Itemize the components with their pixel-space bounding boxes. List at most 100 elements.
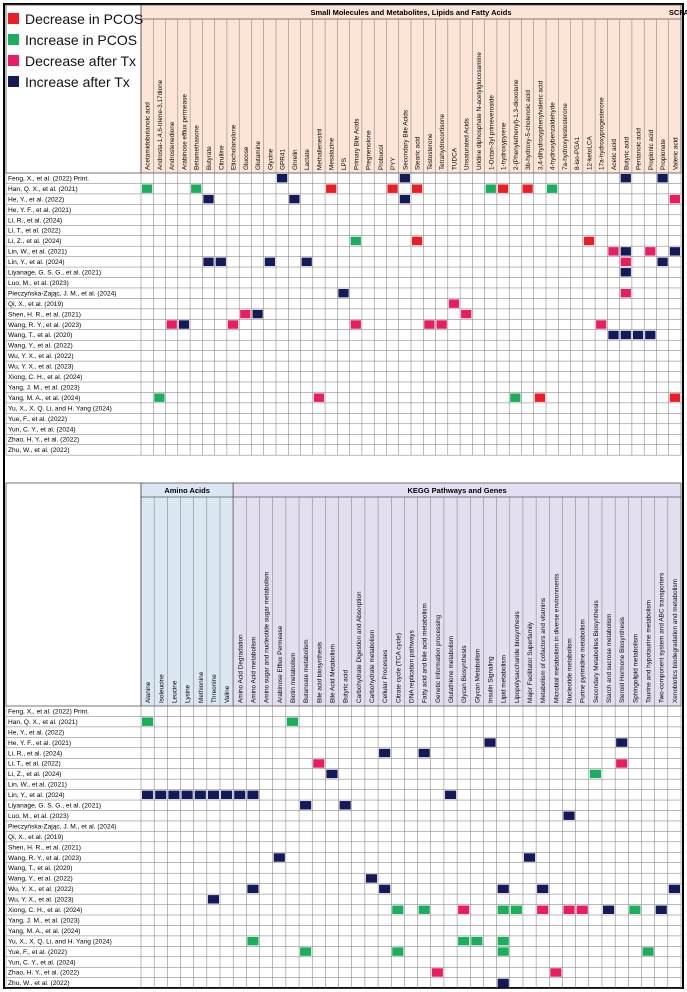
row-label-wu-y-x-et-al-2023: Wu, Y. X., et al. (2023) xyxy=(8,897,74,904)
heatmap-cell-r8-c0 xyxy=(142,790,154,800)
heatmap-cell-r8-c39 xyxy=(620,257,631,267)
column-label-glycine: Glycine xyxy=(267,148,274,170)
heatmap-cell-r10-c32 xyxy=(563,811,575,820)
column-label-microbial-metabolism-in-diverse-environm: Microbial metabolism in diverse environm… xyxy=(553,574,560,703)
study-header-box xyxy=(5,482,142,707)
row-label-wang-y-et-al-2022: Wang, Y., et al. (2022) xyxy=(8,876,73,883)
heatmap-bottom-panel: Amino Acids KEGG Pathways and Genes Alanin… xyxy=(5,482,682,989)
column-label-genetic-information-processing: Genetic information processing xyxy=(435,614,442,703)
column-label-ghrelin: Ghrelin xyxy=(292,149,299,170)
row-label-shen-h-r-et-al-2021: Shen, H. R., et al. (2021) xyxy=(8,311,81,318)
heatmap-cell-r7-c43 xyxy=(669,247,680,256)
heatmap-cell-r21-c30 xyxy=(510,393,521,402)
column-label-purine-pyrimidine-metabolism: Purine pyrimidine metabolism xyxy=(580,619,587,703)
heatmap-cell-r3-c26 xyxy=(484,738,496,747)
row-label-wu-y-x-et-al-2022: Wu, Y. X., et al. (2022) xyxy=(8,353,74,360)
column-label-uridine-diphosphate-n-acetylglucosamine: Uridine diphosphate N-acetylglucosamine xyxy=(476,52,483,170)
heatmap-cell-r17-c30 xyxy=(537,884,549,894)
column-label-lipid-metabolism: Lipid metabolism xyxy=(501,655,508,703)
heatmap-cell-r22-c27 xyxy=(497,936,509,946)
column-label-primary-bile-acids: Primary Bile Acids xyxy=(353,119,360,171)
column-label-amino-acid-metabolism: Amino Acid metabolism xyxy=(250,637,257,703)
row-label-li-z-et-al-2024: Li, Z., et al. (2024) xyxy=(8,238,62,245)
row-label-liyanage-g-s-g-et-al-2021: Liyanage, G. S. G., et al. (2021) xyxy=(8,803,101,810)
heatmap-cell-r1-c11 xyxy=(286,717,299,726)
heatmap-cell-r13-c9 xyxy=(252,309,263,319)
heatmap-cell-r22-c25 xyxy=(471,936,483,946)
row-label-lin-w-et-al-2021: Lin, W., et al. (2021) xyxy=(8,782,67,789)
heatmap-cell-r2-c43 xyxy=(669,194,680,204)
group-label: SCFAs xyxy=(669,8,687,17)
heatmap-cell-r19-c39 xyxy=(655,905,667,914)
row-label-qi-x-et-al-2019: Qi, X., et al. (2019) xyxy=(8,834,63,841)
column-label-insulin-signaling: Insulin Signaling xyxy=(488,656,495,703)
column-label-acetic-acid: Acetic acid xyxy=(611,139,618,170)
heatmap-cell-r19-c30 xyxy=(537,905,549,914)
row-label-liyanage-g-s-g-et-al-2021: Liyanage, G. S. G., et al. (2021) xyxy=(8,270,101,277)
row-label-lin-y-et-al-2024: Lin, Y., et al. (2024) xyxy=(8,259,65,266)
column-label-sphingolipid-metabolism: Sphingolipid metabolism xyxy=(632,634,639,703)
column-label-glutamine: Glutamine xyxy=(255,140,262,170)
heatmap-cell-r6-c36 xyxy=(583,236,595,246)
heatmap-cell-r14-c24 xyxy=(436,320,447,329)
column-label-lps: LPS xyxy=(341,158,348,170)
column-label-tudca: TUDCA xyxy=(451,147,458,170)
row-label-yang-j-m-et-al-2023: Yang, J. M., et al. (2023) xyxy=(8,384,80,391)
column-label-17a-hydroxyprogesterone: 17a-hydroxyprogesterone xyxy=(599,97,606,170)
heatmap-cell-r12-c25 xyxy=(448,299,460,308)
heatmap-cell-r16-c17 xyxy=(365,874,378,883)
heatmap-cell-r1-c22 xyxy=(412,184,423,193)
column-label-betamethasone: Betamethasone xyxy=(194,125,201,170)
legend: Decrease in PCOS Increase in PCOS Decrea… xyxy=(8,8,143,92)
column-label-major-facilitator-superfamily: Major Facilitator Superfamily xyxy=(527,621,534,703)
heatmap-cell-r1-c20 xyxy=(387,184,398,193)
heatmap-cell-r0-c42 xyxy=(657,174,668,183)
column-label-glucose: Glucose xyxy=(243,146,250,170)
heatmap-cell-r8-c3 xyxy=(181,790,193,800)
heatmap-cell-r2-c12 xyxy=(289,194,300,204)
group-label: Small Molecules and Metabolites, Lipids … xyxy=(310,8,511,17)
column-label-stearic-acid: Stearic acid xyxy=(415,136,422,170)
row-label-yang-m-a-et-al-2024: Yang, M. A., et al. (2024) xyxy=(8,928,80,935)
column-label-1-octan-3yl-primeveroside: 1-Octan-3yl primeveroside xyxy=(488,95,495,170)
column-label-3b-hydroxy-5-cholenoic-acid: 3b-hydroxy-5-cholenoic acid xyxy=(525,90,532,170)
row-label-wang-t-et-al-2020: Wang, T., et al. (2020) xyxy=(8,865,73,872)
heatmap-cell-r1-c33 xyxy=(547,184,558,193)
heatmap-cell-r15-c41 xyxy=(645,330,656,340)
column-label-gpr41: GPR41 xyxy=(280,149,287,170)
heatmap-cell-r8-c5 xyxy=(203,257,214,267)
heatmap-top-panel: Small Molecules and Metabolites, Lipids … xyxy=(5,4,687,456)
group-label: Amino Acids xyxy=(164,486,210,495)
heatmap-cell-r14-c29 xyxy=(523,853,536,862)
column-label-leucine: Leucine xyxy=(171,680,178,703)
column-label-isoleucine: Isoleucine xyxy=(158,674,165,703)
column-label-valeric-acid: Valeric acid xyxy=(672,137,679,170)
column-label-unsaturated-acids: Unsaturated Acids xyxy=(464,118,471,170)
heatmap-cell-r22-c8 xyxy=(247,936,259,946)
heatmap-cell-r21-c32 xyxy=(534,393,545,402)
column-label-butanoate-metabolism: Butanoate metabolism xyxy=(303,639,310,703)
heatmap-cell-r8-c8 xyxy=(247,790,259,800)
column-label-secondary-metabolites-biosynthesis: Secondary Metabolites Biosynthesis xyxy=(593,600,600,703)
heatmap-cell-r23-c27 xyxy=(497,947,509,956)
heatmap-cell-r7-c38 xyxy=(608,247,619,256)
row-label-wang-y-et-al-2022: Wang, Y., et al. (2022) xyxy=(8,343,73,350)
heatmap-cell-r1-c0 xyxy=(142,184,153,193)
heatmap-cell-r19-c19 xyxy=(392,905,404,914)
column-label-carbohydrate-digestion-and-absorption: Carbohydrate Digestion and Absorption xyxy=(356,591,363,703)
legend-label: Increase in PCOS xyxy=(25,31,138,48)
row-label-feng-x-et-al-2022-print: Feng, X., et al. (2022) Print. xyxy=(8,175,89,182)
column-label-pentanoic-acid: Pentanoic acid xyxy=(636,128,643,170)
heatmap-cell-r6-c14 xyxy=(326,769,338,779)
heatmap-cell-r25-c31 xyxy=(550,968,562,977)
legend-label: Decrease after Tx xyxy=(25,52,137,69)
heatmap-cell-r9-c15 xyxy=(339,801,351,810)
row-label-shen-h-r-et-al-2021: Shen, H. R., et al. (2021) xyxy=(8,844,81,851)
heatmap-cell-r15-c40 xyxy=(632,330,644,340)
column-label-8-iso-pga1: 8-iso-PGA1 xyxy=(574,137,581,170)
heatmap-cell-r21-c1 xyxy=(154,393,165,402)
row-label-zhao-h-y-et-al-2022: Zhao, H. Y., et al. (2022) xyxy=(8,970,79,977)
column-label-valine: Valine xyxy=(224,685,231,703)
heatmap-cell-r8-c7 xyxy=(234,790,246,800)
